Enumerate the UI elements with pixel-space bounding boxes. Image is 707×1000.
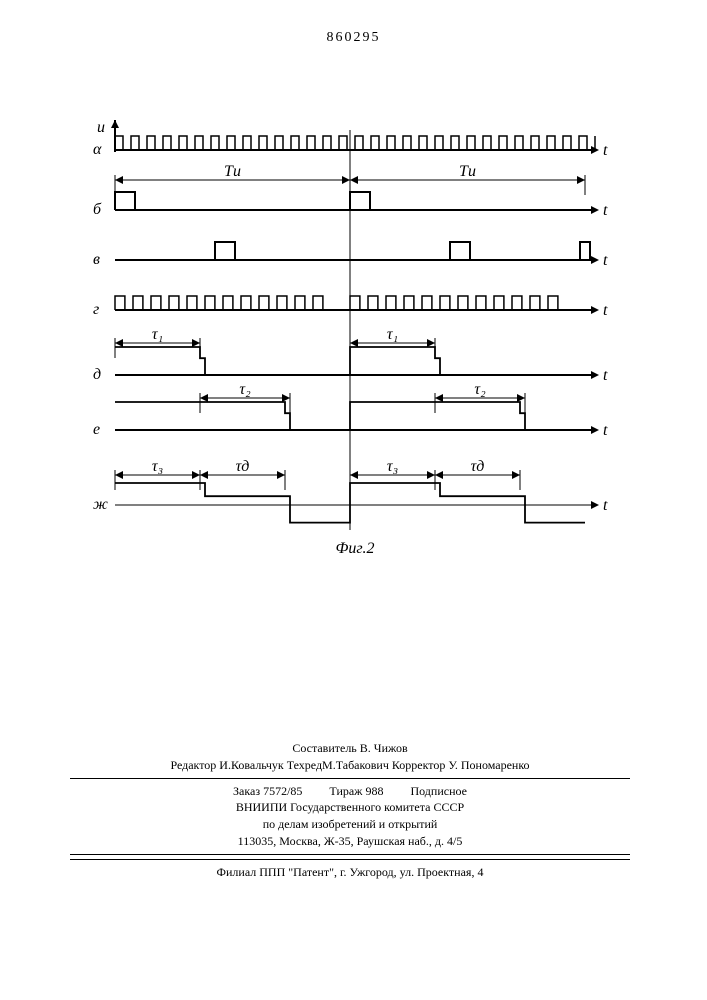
svg-text:t: t (603, 497, 608, 514)
svg-text:ж: ж (93, 496, 108, 513)
svg-text:τ₁: τ₁ (152, 326, 163, 343)
document-number: 860295 (0, 0, 707, 46)
page: 860295 иα t б t в t г t д t е t ж t Tи Tи τ₁ τ₁ τ₂ τ₂ τ₃ τд τ₃… (0, 0, 707, 1000)
svg-text:t: t (603, 142, 608, 159)
svg-text:t: t (603, 422, 608, 439)
svg-text:τ₃: τ₃ (152, 458, 163, 475)
order: Заказ 7572/85 (233, 784, 302, 798)
timing-svg: иα t б t в t г t д t е t ж t Tи Tи τ₁ τ₁ τ₂ τ₂ τ₃ τд τ₃ τд (85, 110, 625, 540)
addr-line: 113035, Москва, Ж-35, Раушская наб., д. … (70, 833, 630, 850)
svg-text:α: α (93, 141, 102, 158)
subscription: Подписное (410, 784, 467, 798)
svg-text:г: г (93, 301, 99, 318)
svg-text:τд: τд (471, 458, 485, 475)
org-line-2: по делам изобретений и открытий (70, 816, 630, 833)
org-line-1: ВНИИПИ Государственного комитета СССР (70, 799, 630, 816)
svg-text:τ₁: τ₁ (387, 326, 398, 343)
svg-text:д: д (93, 366, 101, 383)
svg-text:τ₂: τ₂ (474, 381, 486, 398)
figure-caption: Фиг.2 (85, 540, 625, 558)
svg-text:τд: τд (236, 458, 250, 475)
svg-text:в: в (93, 251, 100, 268)
svg-text:б: б (93, 201, 102, 218)
svg-text:и: и (97, 119, 105, 136)
timing-diagram: иα t б t в t г t д t е t ж t Tи Tи τ₁ τ₁ τ₂ τ₂ τ₃ τд τ₃ τд Фиг.… (85, 110, 625, 590)
svg-text:t: t (603, 302, 608, 319)
order-line: Заказ 7572/85 Тираж 988 Подписное (70, 783, 630, 800)
compiler-line: Составитель В. Чижов (70, 740, 630, 757)
svg-text:τ₂: τ₂ (239, 381, 251, 398)
svg-text:t: t (603, 252, 608, 269)
editor-line: Редактор И.Ковальчук ТехредМ.Табакович К… (70, 757, 630, 774)
svg-text:Tи: Tи (459, 163, 476, 180)
tirage: Тираж 988 (329, 784, 383, 798)
svg-text:t: t (603, 202, 608, 219)
footer-block: Составитель В. Чижов Редактор И.Ковальчу… (70, 740, 630, 881)
branch-line: Филиал ППП "Патент", г. Ужгород, ул. Про… (70, 864, 630, 881)
svg-text:е: е (93, 421, 100, 438)
svg-text:τ₃: τ₃ (387, 458, 398, 475)
svg-text:Tи: Tи (224, 163, 241, 180)
svg-text:t: t (603, 367, 608, 384)
